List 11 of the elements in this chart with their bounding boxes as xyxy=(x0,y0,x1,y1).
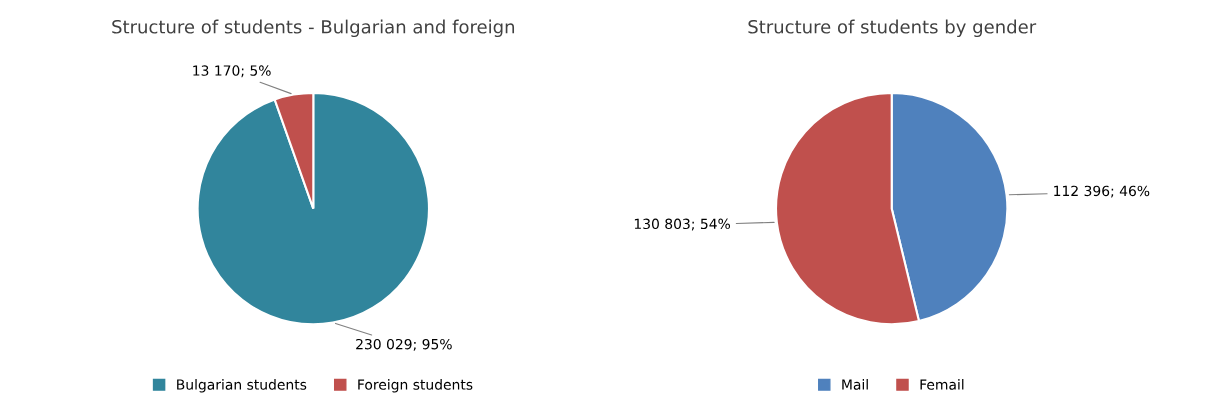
pie-slice xyxy=(196,91,431,326)
legend-label: Mail xyxy=(842,379,868,390)
chart-title: Structure of students - Bulgarian and foreign xyxy=(112,19,515,38)
data-label: 230 029; 95% xyxy=(356,338,452,351)
data-label: 130 803; 54% xyxy=(634,218,730,231)
data-label: 112 396; 46% xyxy=(1054,185,1150,198)
legend-label: Foreign students xyxy=(358,379,473,393)
data-label: 13 170; 5% xyxy=(193,65,271,78)
chart-title: Structure of students by gender xyxy=(748,19,1037,38)
legend-label: Bulgarian students xyxy=(177,379,307,393)
legend-label: Femail xyxy=(920,379,964,390)
